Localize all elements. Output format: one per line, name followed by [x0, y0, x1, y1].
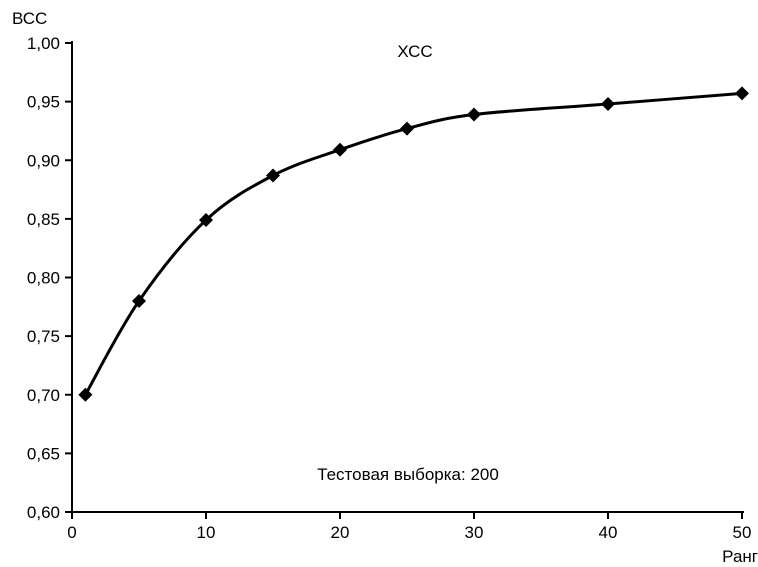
data-point-marker — [467, 107, 481, 122]
data-point-marker — [333, 142, 347, 157]
data-point-marker — [400, 121, 414, 136]
x-tick-label: 30 — [465, 523, 484, 542]
data-point-marker — [199, 213, 213, 228]
y-tick-label: 0,90 — [27, 151, 60, 170]
data-point-marker — [735, 86, 749, 101]
y-tick-label: 0,70 — [27, 386, 60, 405]
series-annotation: ХСС — [397, 42, 432, 61]
x-tick-label: 40 — [599, 523, 618, 542]
y-tick-label: 0,60 — [27, 503, 60, 522]
y-tick-label: 0,75 — [27, 327, 60, 346]
y-tick-label: 0,85 — [27, 210, 60, 229]
series — [78, 86, 749, 402]
y-axis-label: ВСС — [12, 9, 47, 28]
y-tick-label: 1,00 — [27, 34, 60, 53]
y-tick-label: 0,80 — [27, 269, 60, 288]
axes — [71, 41, 744, 513]
x-tick-label: 10 — [197, 523, 216, 542]
sample-annotation: Тестовая выборка: 200 — [317, 465, 499, 484]
x-tick-label: 20 — [331, 523, 350, 542]
x-tick-label: 50 — [733, 523, 752, 542]
data-point-marker — [78, 387, 93, 402]
y-tick-label: 0,95 — [27, 93, 60, 112]
y-tick-label: 0,65 — [27, 444, 60, 463]
series-line — [84, 91, 743, 396]
data-point-marker — [132, 293, 146, 308]
data-point-marker — [266, 168, 280, 183]
ticks: 0,60 0,65 0,70 0,75 0,80 0,85 0,90 0,95 1,00 0 10 2… — [27, 34, 752, 542]
x-axis-label: Ранг — [722, 547, 758, 566]
labels: ВСС Ранг ХСС Тестовая выборка: 200 — [12, 9, 758, 566]
data-point-marker — [601, 96, 615, 111]
x-tick-label: 0 — [67, 523, 76, 542]
